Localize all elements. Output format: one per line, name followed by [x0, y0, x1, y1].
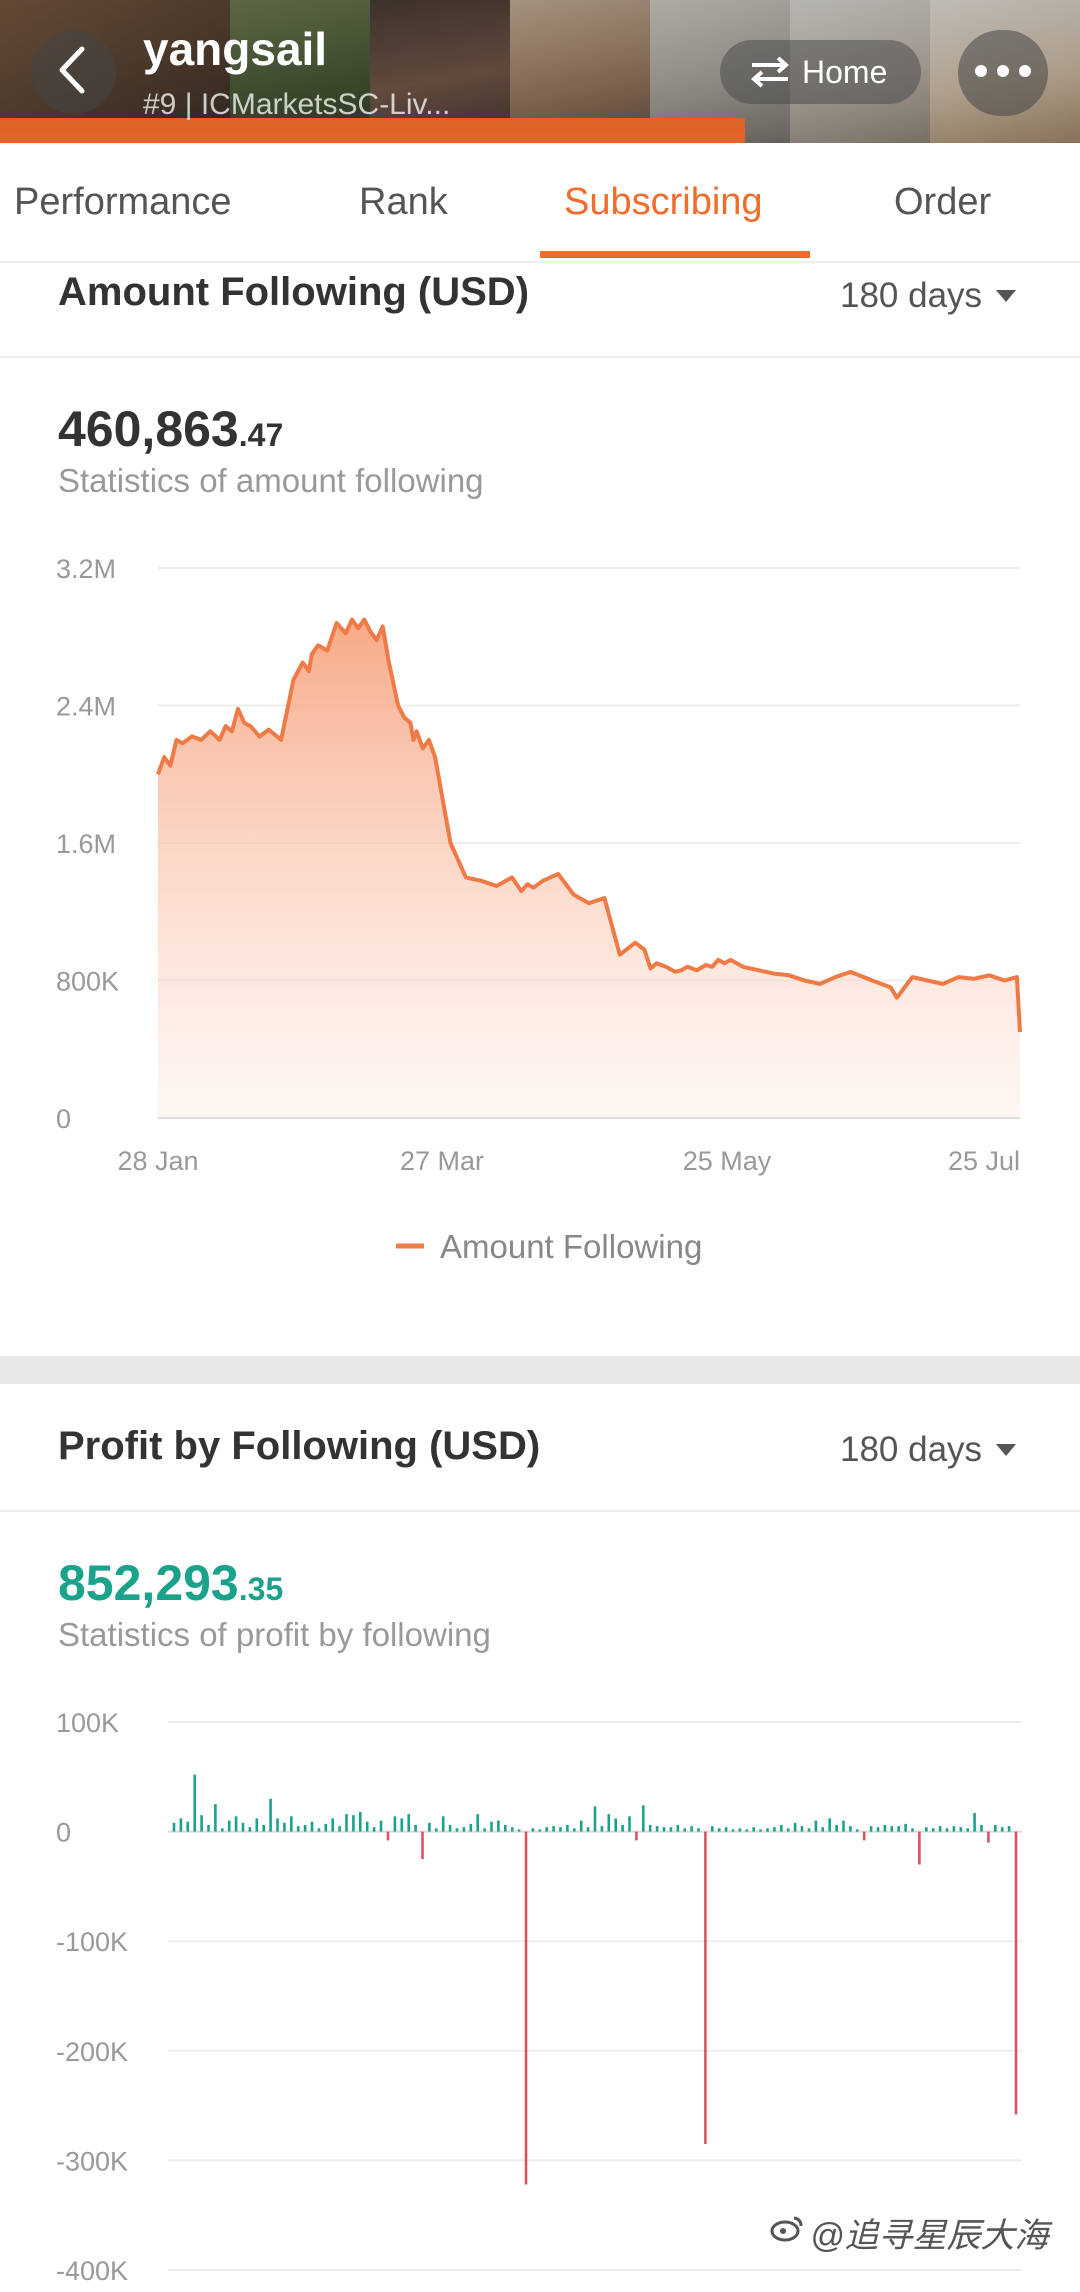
- x-tick-label: 25 Jul: [948, 1146, 1020, 1176]
- period-label: 180 days: [840, 1430, 983, 1469]
- amount-stat-label: Statistics of amount following: [58, 462, 484, 499]
- profit-period-selector[interactable]: 180 days: [840, 1430, 1017, 1470]
- weibo-logo-icon: [770, 2213, 804, 2252]
- chevron-left-icon: [54, 45, 94, 100]
- amount-value-integer: 460,863: [58, 401, 239, 457]
- profit-following-title: Profit by Following (USD): [58, 1424, 541, 1468]
- header-accent-band: [0, 118, 745, 143]
- more-dots-icon: [973, 64, 1033, 83]
- amount-following-chart: 3.2M 2.4M 1.6M 800K 0 28 Jan 27 Mar 25 May 25 J…: [56, 554, 1022, 1265]
- watermark: @追寻星辰大海: [770, 2208, 1049, 2257]
- legend-label: Amount Following: [440, 1228, 702, 1265]
- y-tick-label: -300K: [56, 2146, 128, 2176]
- y-tick-label: 800K: [56, 967, 119, 997]
- period-label: 180 days: [840, 276, 983, 315]
- y-tick-label: -100K: [56, 1927, 128, 1957]
- amount-total-value: 460,863.47: [58, 400, 283, 458]
- y-tick-label: 0: [56, 1104, 71, 1134]
- amount-area-fill: [158, 619, 1020, 1118]
- y-tick-label: 0: [56, 1818, 71, 1848]
- profit-stat-label: Statistics of profit by following: [58, 1616, 491, 1653]
- section-divider: [0, 356, 1080, 358]
- amount-series-line: [156, 617, 1022, 1033]
- dropdown-arrow-icon: [996, 1444, 1017, 1456]
- profit-value-decimal: .35: [238, 1571, 284, 1607]
- x-tick-label: 27 Mar: [400, 1146, 484, 1176]
- trader-name: yangsail: [143, 23, 328, 75]
- amount-value-decimal: .47: [238, 417, 284, 453]
- profit-total-value: 852,293.35: [58, 1554, 283, 1612]
- home-button[interactable]: Home: [720, 40, 922, 104]
- section-divider: [0, 1510, 1080, 1512]
- profit-value-integer: 852,293: [58, 1555, 239, 1611]
- tab-subscribing[interactable]: Subscribing: [564, 181, 763, 223]
- more-button[interactable]: [958, 30, 1048, 116]
- tab-order[interactable]: Order: [894, 181, 992, 223]
- tab-bar: Performance Rank Subscribing Order: [0, 143, 1080, 263]
- tab-performance[interactable]: Performance: [14, 181, 232, 223]
- watermark-text: @追寻星辰大海: [810, 2217, 1049, 2255]
- y-tick-label: -200K: [56, 2037, 128, 2067]
- back-button[interactable]: [32, 30, 116, 114]
- trader-server-label: #9 | ICMarketsSC-Liv...: [143, 88, 451, 121]
- profit-following-chart: 100K 0 -100K -200K -300K -400K: [56, 1708, 1022, 2286]
- amount-following-title: Amount Following (USD): [58, 270, 530, 314]
- y-tick-label: 3.2M: [56, 554, 116, 584]
- amount-period-selector[interactable]: 180 days: [840, 276, 1017, 316]
- active-tab-indicator: [540, 251, 810, 258]
- switch-arrows-icon: [748, 55, 792, 89]
- y-tick-label: 1.6M: [56, 829, 116, 859]
- x-tick-label: 28 Jan: [117, 1146, 198, 1176]
- y-tick-label: 100K: [56, 1708, 119, 1738]
- y-tick-label: -400K: [56, 2256, 128, 2286]
- y-tick-label: 2.4M: [56, 692, 116, 722]
- home-label: Home: [802, 53, 888, 90]
- tab-rank[interactable]: Rank: [359, 181, 448, 223]
- dropdown-arrow-icon: [996, 290, 1017, 302]
- x-tick-label: 25 May: [683, 1146, 772, 1176]
- section-separator: [0, 1356, 1080, 1384]
- trader-header: yangsail #9 | ICMarketsSC-Liv... Home: [0, 0, 1080, 143]
